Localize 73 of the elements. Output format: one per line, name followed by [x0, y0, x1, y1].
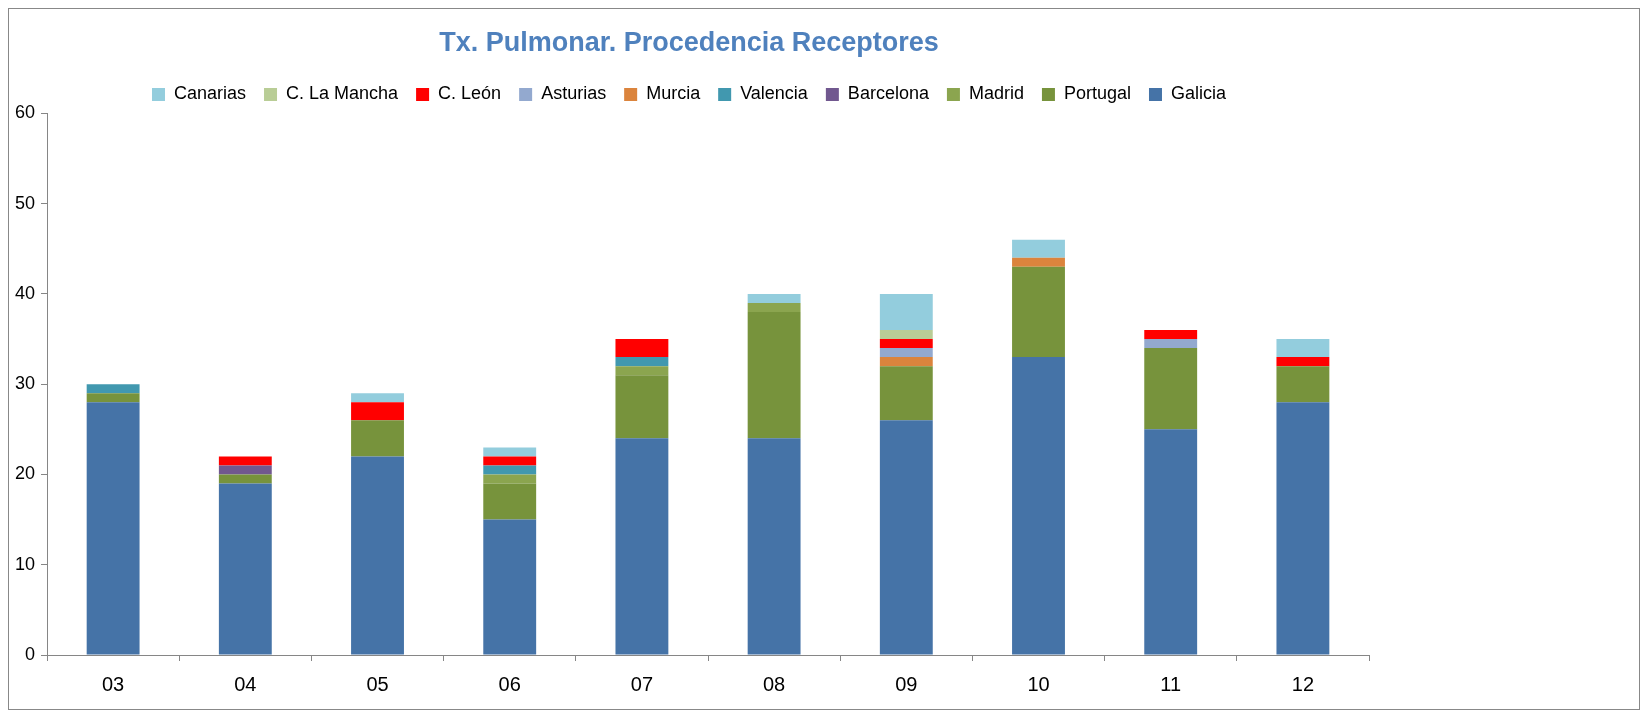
- legend-label: Madrid: [968, 83, 1024, 104]
- x-tick-label: 11: [1160, 672, 1182, 695]
- bar: [879, 420, 933, 655]
- bar: [86, 393, 140, 403]
- chart-title: Tx. Pulmonar. Procedencia Receptores: [439, 26, 939, 57]
- x-tick-label: 10: [1027, 672, 1050, 695]
- x-tick-label: 06: [498, 672, 521, 695]
- x-tick-label: 04: [234, 672, 257, 695]
- y-tick-label: 0: [25, 643, 36, 664]
- bar: [1276, 402, 1330, 655]
- bar: [615, 366, 669, 376]
- legend-label: C. La Mancha: [286, 83, 400, 104]
- bar: [615, 438, 669, 655]
- bar: [483, 474, 537, 484]
- y-tick-label: 30: [14, 373, 36, 394]
- legend-label: Barcelona: [847, 83, 930, 104]
- y-tick-label: 50: [14, 192, 36, 213]
- bar: [1276, 357, 1330, 367]
- bar: [483, 465, 537, 475]
- bar: [615, 339, 669, 358]
- bar: [747, 311, 801, 439]
- bar: [879, 339, 933, 349]
- x-tick-label: 12: [1291, 672, 1315, 695]
- bar: [218, 465, 272, 475]
- bar: [351, 420, 404, 457]
- legend-label: C. León: [438, 83, 502, 104]
- bar: [351, 393, 404, 403]
- bar: [351, 456, 404, 655]
- bar: [879, 366, 933, 421]
- bar: [1144, 339, 1198, 349]
- bar: [1144, 429, 1198, 655]
- bar: [747, 302, 801, 312]
- x-tick-label: 03: [102, 672, 125, 695]
- bar: [879, 348, 933, 358]
- bar: [483, 483, 537, 520]
- y-tick-label: 40: [14, 282, 36, 303]
- bar: [1012, 266, 1065, 358]
- bar: [1144, 330, 1198, 340]
- bar: [218, 456, 272, 466]
- y-tick-label: 10: [14, 553, 36, 574]
- bar: [747, 293, 801, 303]
- bar: [351, 402, 404, 421]
- legend-label: Canarias: [173, 83, 247, 104]
- bar: [1012, 257, 1065, 267]
- bar: [879, 330, 933, 340]
- bar: [86, 384, 140, 394]
- bar: [483, 456, 537, 466]
- bar: [1012, 239, 1065, 258]
- bar: [1012, 357, 1065, 655]
- bar: [218, 474, 272, 484]
- legend-label: Murcia: [646, 83, 702, 104]
- bar: [1276, 339, 1330, 358]
- x-tick-label: 07: [630, 672, 654, 695]
- bar: [747, 438, 801, 655]
- legend-label: Valencia: [740, 83, 809, 104]
- bar: [218, 483, 272, 655]
- bar: [86, 402, 140, 655]
- legend-label: Galicia: [1170, 83, 1227, 104]
- legend-label: Asturias: [541, 83, 607, 104]
- bar: [615, 357, 669, 367]
- y-tick-label: 20: [14, 463, 36, 484]
- x-tick-label: 05: [366, 672, 389, 695]
- bar: [483, 447, 537, 457]
- bar: [1276, 366, 1330, 403]
- legend-label: Portugal: [1063, 83, 1131, 104]
- bar: [879, 293, 933, 331]
- y-tick-label: 60: [14, 102, 36, 123]
- x-tick-label: 09: [895, 672, 918, 695]
- bar: [615, 375, 669, 439]
- x-tick-label: 08: [762, 672, 786, 695]
- bar: [483, 519, 537, 655]
- bar: [879, 357, 933, 367]
- bar: [1144, 348, 1198, 430]
